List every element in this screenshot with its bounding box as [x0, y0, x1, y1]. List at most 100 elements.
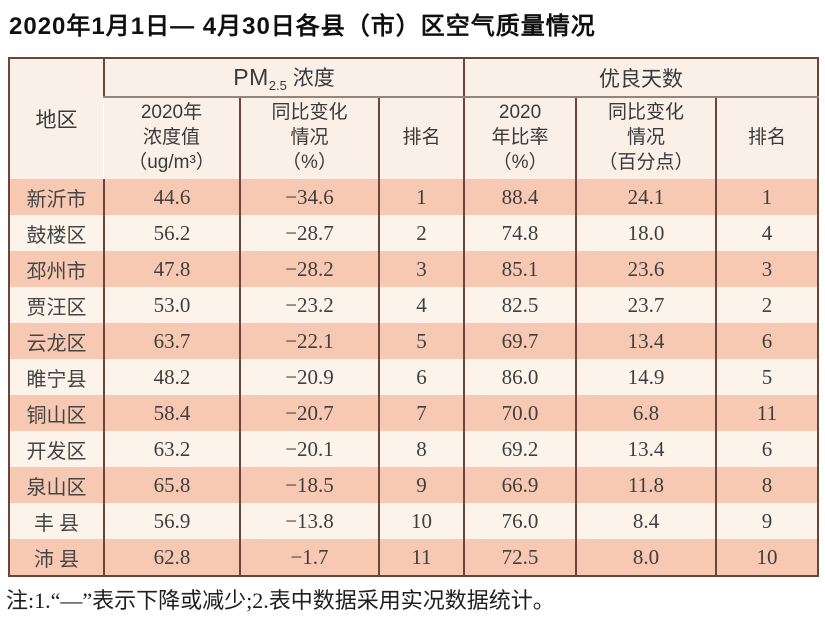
- pm-value-cell: 53.0: [103, 287, 240, 323]
- table-row: 新沂市 44.6 −34.6 1 88.4 24.1 1: [9, 179, 819, 215]
- pm-change-cell: −20.1: [239, 431, 379, 467]
- table-row: 沛 县 62.8 −1.7 11 72.5 8.0 10: [9, 539, 819, 576]
- pm-change-cell: −28.2: [239, 251, 379, 287]
- pm25-label-subscript: 2.5: [268, 78, 287, 94]
- good-change-cell: 8.0: [575, 539, 717, 576]
- pm-rank-cell: 4: [377, 287, 465, 323]
- table-row: 丰 县 56.9 −13.8 10 76.0 8.4 9: [9, 503, 819, 539]
- pm-value-cell: 65.8: [103, 467, 240, 503]
- good-rank-cell: 5: [715, 359, 819, 395]
- col-header-good-change: 同比变化 情况 （百分点）: [575, 97, 717, 179]
- pm-value-cell: 62.8: [103, 539, 240, 576]
- good-rank-cell: 8: [715, 467, 819, 503]
- pm25-label-latin: PM: [233, 63, 269, 90]
- good-change-cell: 23.7: [575, 287, 717, 323]
- table-row: 睢宁县 48.2 −20.9 6 86.0 14.9 5: [9, 359, 819, 395]
- good-rate-cell: 86.0: [463, 359, 577, 395]
- region-cell: 睢宁县: [26, 368, 87, 391]
- pm-rank-cell: 8: [377, 431, 465, 467]
- region-cell: 丰 县: [34, 512, 79, 535]
- pm-rank-cell: 3: [377, 251, 465, 287]
- pm-rank-cell: 9: [377, 467, 465, 503]
- footnote: 注:1.“—”表示下降或减少;2.表中数据采用实况数据统计。: [6, 588, 555, 613]
- region-cell: 新沂市: [26, 188, 87, 211]
- good-rank-cell: 10: [715, 539, 819, 576]
- air-quality-table: 地区 PM2.5 浓度 优良天数 2020年 浓度值 （ug/m³） 同比变化 …: [8, 57, 820, 577]
- pm-change-cell: −34.6: [239, 179, 379, 215]
- col-header-pm-rank: 排名: [377, 97, 465, 179]
- good-change-cell: 8.4: [575, 503, 717, 539]
- region-cell: 泉山区: [26, 476, 87, 499]
- region-cell: 鼓楼区: [26, 224, 87, 247]
- table-header: 地区 PM2.5 浓度 优良天数 2020年 浓度值 （ug/m³） 同比变化 …: [9, 58, 819, 179]
- pm-value-cell: 56.9: [103, 503, 240, 539]
- good-change-cell: 18.0: [575, 215, 717, 251]
- header-group-row: 地区 PM2.5 浓度 优良天数: [9, 58, 819, 179]
- table-body: 新沂市 44.6 −34.6 1 88.4 24.1 1 鼓楼区 56.2 −2…: [9, 179, 819, 576]
- pm-value-cell: 48.2: [103, 359, 240, 395]
- pm-value-cell: 63.2: [103, 431, 240, 467]
- good-rank-cell: 3: [715, 251, 819, 287]
- pm-rank-cell: 6: [377, 359, 465, 395]
- pm-change-cell: −28.7: [239, 215, 379, 251]
- good-rank-cell: 2: [715, 287, 819, 323]
- good-change-cell: 14.9: [575, 359, 717, 395]
- pm-value-cell: 56.2: [103, 215, 240, 251]
- table-row: 贾汪区 53.0 −23.2 4 82.5 23.7 2: [9, 287, 819, 323]
- region-cell: 开发区: [26, 440, 87, 463]
- table-row: 泉山区 65.8 −18.5 9 66.9 11.8 8: [9, 467, 819, 503]
- table-row: 邳州市 47.8 −28.2 3 85.1 23.6 3: [9, 251, 819, 287]
- col-header-pm-value: 2020年 浓度值 （ug/m³）: [104, 97, 240, 179]
- good-rate-cell: 85.1: [463, 251, 577, 287]
- pm-change-cell: −20.7: [239, 395, 379, 431]
- region-cell: 沛 县: [34, 548, 79, 571]
- good-rate-cell: 88.4: [463, 179, 577, 215]
- region-cell: 邳州市: [26, 260, 87, 283]
- pm-rank-cell: 1: [377, 179, 465, 215]
- col-group-pm25: PM2.5 浓度: [102, 58, 465, 98]
- good-rank-cell: 4: [715, 215, 819, 251]
- pm-rank-cell: 7: [377, 395, 465, 431]
- pm-value-cell: 47.8: [103, 251, 240, 287]
- good-change-cell: 6.8: [575, 395, 717, 431]
- good-change-cell: 24.1: [575, 179, 717, 215]
- good-rank-cell: 9: [715, 503, 819, 539]
- good-rank-cell: 6: [715, 431, 819, 467]
- col-header-region: 地区: [9, 58, 104, 179]
- table-row: 铜山区 58.4 −20.7 7 70.0 6.8 11: [9, 395, 819, 431]
- pm-value-cell: 58.4: [103, 395, 240, 431]
- pm-rank-cell: 5: [377, 323, 465, 359]
- table-row: 开发区 63.2 −20.1 8 69.2 13.4 6: [9, 431, 819, 467]
- good-rate-cell: 66.9: [463, 467, 577, 503]
- pm-change-cell: −23.2: [239, 287, 379, 323]
- pm-change-cell: −22.1: [239, 323, 379, 359]
- col-header-good-rate: 2020 年比率 （%）: [463, 97, 577, 179]
- good-rate-cell: 69.7: [463, 323, 577, 359]
- pm-rank-cell: 10: [377, 503, 465, 539]
- region-cell: 云龙区: [26, 332, 87, 355]
- good-rate-cell: 69.2: [463, 431, 577, 467]
- table-row: 鼓楼区 56.2 −28.7 2 74.8 18.0 4: [9, 215, 819, 251]
- good-change-cell: 11.8: [575, 467, 717, 503]
- pm-change-cell: −20.9: [239, 359, 379, 395]
- page-title: 2020年1月1日— 4月30日各县（市）区空气质量情况: [9, 13, 596, 40]
- pm-change-cell: −1.7: [239, 539, 379, 576]
- col-group-good-days: 优良天数: [463, 58, 819, 98]
- table-row: 云龙区 63.7 −22.1 5 69.7 13.4 6: [9, 323, 819, 359]
- good-rate-cell: 74.8: [463, 215, 577, 251]
- good-rate-cell: 72.5: [463, 539, 577, 576]
- col-header-pm-change: 同比变化 情况 （%）: [239, 97, 379, 179]
- pm-rank-cell: 2: [377, 215, 465, 251]
- good-rank-cell: 6: [715, 323, 819, 359]
- pm-value-cell: 63.7: [103, 323, 240, 359]
- good-change-cell: 23.6: [575, 251, 717, 287]
- good-change-cell: 13.4: [575, 323, 717, 359]
- good-rate-cell: 82.5: [463, 287, 577, 323]
- pm-change-cell: −18.5: [239, 467, 379, 503]
- pm25-label-cjk: 浓度: [286, 66, 335, 90]
- col-header-good-rank: 排名: [715, 97, 819, 179]
- good-rate-cell: 76.0: [463, 503, 577, 539]
- region-cell: 铜山区: [26, 404, 87, 427]
- good-rank-cell: 11: [715, 395, 819, 431]
